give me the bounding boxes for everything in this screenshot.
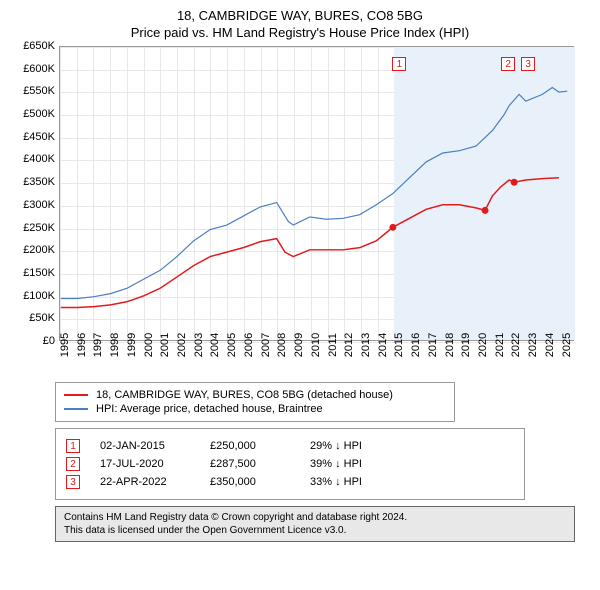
chart-title: 18, CAMBRIDGE WAY, BURES, CO8 5BG [10, 8, 590, 23]
chart-marker: 1 [392, 57, 406, 71]
legend: 18, CAMBRIDGE WAY, BURES, CO8 5BG (detac… [55, 382, 455, 422]
y-axis-label: £300K [15, 199, 55, 211]
footer-line2: This data is licensed under the Open Gov… [64, 524, 566, 537]
legend-label: 18, CAMBRIDGE WAY, BURES, CO8 5BG (detac… [96, 389, 393, 401]
legend-item: 18, CAMBRIDGE WAY, BURES, CO8 5BG (detac… [64, 389, 446, 401]
plot-region: 1 23 [59, 46, 574, 341]
sale-row: 3 22-APR-2022 £350,000 33% ↓ HPI [66, 475, 514, 489]
sale-price: £250,000 [210, 440, 290, 452]
y-axis-label: £600K [15, 63, 55, 75]
legend-item: HPI: Average price, detached house, Brai… [64, 403, 446, 415]
series-property [61, 178, 559, 308]
sale-dot [511, 179, 518, 186]
sale-marker-box: 1 [66, 439, 80, 453]
sale-row: 1 02-JAN-2015 £250,000 29% ↓ HPI [66, 439, 514, 453]
y-axis-label: £150K [15, 267, 55, 279]
y-axis-label: £0 [15, 335, 55, 347]
sales-table: 1 02-JAN-2015 £250,000 29% ↓ HPI 2 17-JUL-202… [55, 428, 525, 500]
line-series [60, 47, 573, 340]
sale-date: 02-JAN-2015 [100, 440, 190, 452]
y-axis-label: £500K [15, 108, 55, 120]
sale-pct: 33% ↓ HPI [310, 476, 410, 488]
chart-container: 18, CAMBRIDGE WAY, BURES, CO8 5BG Price … [0, 0, 600, 590]
series-hpi [61, 88, 568, 299]
y-axis-label: £450K [15, 131, 55, 143]
chart-marker: 2 [501, 57, 515, 71]
attribution-footer: Contains HM Land Registry data © Crown c… [55, 506, 575, 542]
y-axis-label: £400K [15, 153, 55, 165]
y-axis-label: £650K [15, 40, 55, 52]
y-axis-label: £50K [15, 312, 55, 324]
sale-marker-box: 3 [66, 475, 80, 489]
sale-dot [482, 207, 489, 214]
chart-subtitle: Price paid vs. HM Land Registry's House … [10, 25, 590, 40]
sale-date: 22-APR-2022 [100, 476, 190, 488]
sale-row: 2 17-JUL-2020 £287,500 39% ↓ HPI [66, 457, 514, 471]
footer-line1: Contains HM Land Registry data © Crown c… [64, 511, 566, 524]
y-axis-label: £100K [15, 290, 55, 302]
sale-dot [389, 224, 396, 231]
sale-price: £287,500 [210, 458, 290, 470]
legend-label: HPI: Average price, detached house, Brai… [96, 403, 323, 415]
y-axis-label: £350K [15, 176, 55, 188]
x-axis-label: 2025 [561, 333, 594, 357]
sale-marker-box: 2 [66, 457, 80, 471]
legend-swatch [64, 408, 88, 410]
y-axis-label: £550K [15, 85, 55, 97]
sale-date: 17-JUL-2020 [100, 458, 190, 470]
legend-swatch [64, 394, 88, 396]
y-axis-label: £200K [15, 244, 55, 256]
chart-area: 1 23 £0 £50K £100K £150K £200K £250K £300K £350K… [15, 46, 585, 376]
sale-pct: 29% ↓ HPI [310, 440, 410, 452]
y-axis-label: £250K [15, 222, 55, 234]
chart-marker: 3 [521, 57, 535, 71]
sale-pct: 39% ↓ HPI [310, 458, 410, 470]
sale-price: £350,000 [210, 476, 290, 488]
